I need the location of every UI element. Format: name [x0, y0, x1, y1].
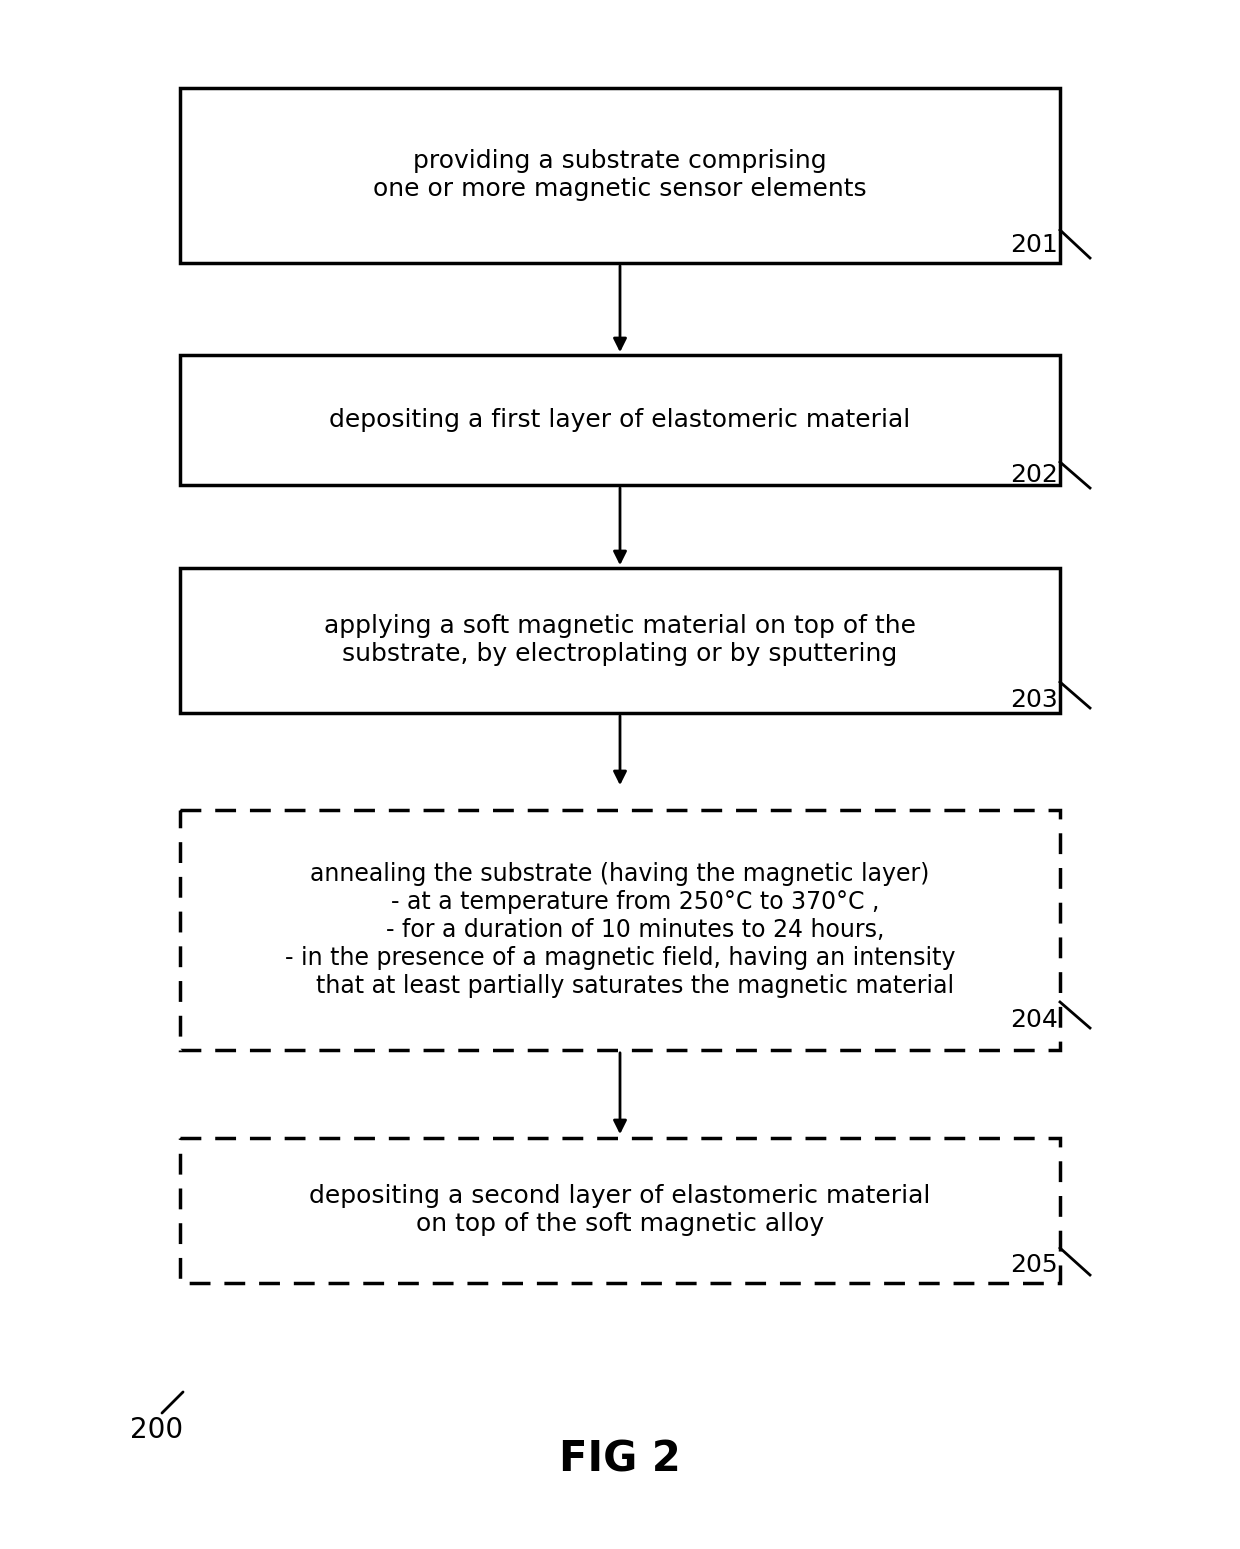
Text: FIG 2: FIG 2: [559, 1439, 681, 1481]
Text: providing a substrate comprising
one or more magnetic sensor elements: providing a substrate comprising one or …: [373, 149, 867, 201]
Bar: [180, 567, 1060, 713]
Bar: [180, 355, 1060, 485]
Text: 203: 203: [1011, 688, 1058, 713]
Text: 205: 205: [1011, 1253, 1058, 1276]
Text: 201: 201: [1011, 232, 1058, 257]
Bar: [180, 1137, 1060, 1283]
Text: 202: 202: [1011, 463, 1058, 486]
Text: annealing the substrate (having the magnetic layer)
    - at a temperature from : annealing the substrate (having the magn…: [285, 863, 955, 998]
Text: depositing a second layer of elastomeric material
on top of the soft magnetic al: depositing a second layer of elastomeric…: [309, 1183, 931, 1236]
Bar: [180, 810, 1060, 1050]
Text: applying a soft magnetic material on top of the
substrate, by electroplating or : applying a soft magnetic material on top…: [324, 613, 916, 666]
Text: 204: 204: [1011, 1008, 1058, 1032]
Text: 200: 200: [130, 1416, 184, 1444]
Text: depositing a first layer of elastomeric material: depositing a first layer of elastomeric …: [330, 407, 910, 432]
Bar: [180, 87, 1060, 262]
